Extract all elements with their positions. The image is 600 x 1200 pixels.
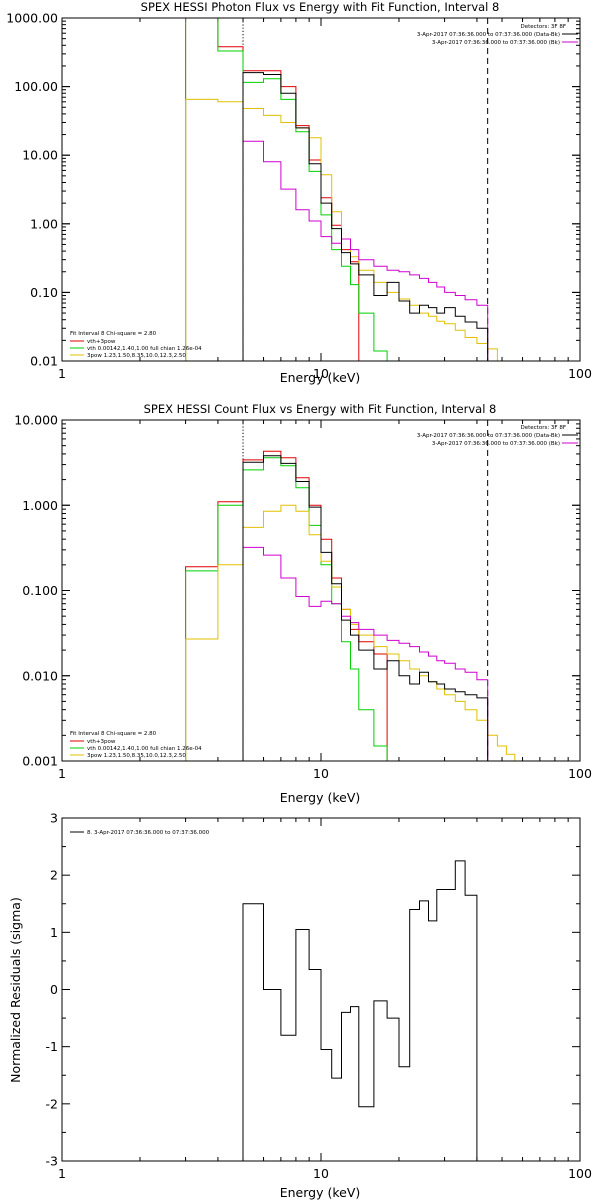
residuals-legend: 8. 3-Apr-2017 07:36:36.000 to 07:37:36.0… <box>87 830 210 836</box>
legend-left-header: Fit Interval 8 Chi-square = 2.80 <box>70 731 157 737</box>
legend-left-vth: vth 0.00142,1.40,1.00 full chian 1.26e-0… <box>87 746 202 752</box>
y-tick-label: 1000.00 <box>6 11 58 26</box>
residuals-xlabel: Energy (keV) <box>280 1185 361 1200</box>
series-0-histogram <box>185 450 388 761</box>
y-tick-label: 0.01 <box>30 354 58 369</box>
legend-right-data-bk: 3-Apr-2017 07:36:36.000 to 07:37:36.000 … <box>417 32 560 38</box>
series-2-histogram <box>185 504 527 762</box>
legend-right-detectors: Detectors: 3F 8F <box>520 425 566 431</box>
count-flux-legend-right: Detectors: 3F 8F 3-Apr-2017 07:36:36.000… <box>417 425 578 447</box>
legend-right-detectors: Detectors: 3F 8F <box>520 24 566 30</box>
y-tick-label: -1 <box>46 1039 58 1054</box>
y-tick-label: 100.00 <box>14 79 58 94</box>
y-tick-label: 10.000 <box>14 413 58 428</box>
y-tick-label: 0.001 <box>22 754 58 769</box>
photon-flux-grid: 1 10 100 1000.00 100.00 10.00 1.00 0.10 0.01 <box>6 11 592 382</box>
x-tick-label: 1 <box>58 366 66 381</box>
residuals-frame <box>61 817 581 1162</box>
y-tick-label: 2 <box>50 868 58 883</box>
count-flux-marks <box>185 420 527 762</box>
series-1-histogram <box>185 457 388 761</box>
y-tick-label: 0.10 <box>30 285 58 300</box>
series-0-histogram <box>242 860 478 1161</box>
photon-flux-panel: SPEX HESSI Photon Flux vs Energy with Fi… <box>6 0 592 385</box>
photon-flux-frame <box>61 17 581 362</box>
y-tick-label: -2 <box>46 1096 58 1111</box>
y-tick-label: 0 <box>50 982 58 997</box>
y-tick-label: 0.100 <box>22 583 58 598</box>
y-tick-label: 1.000 <box>22 498 58 513</box>
series-4-histogram <box>242 455 489 761</box>
y-tick-label: 0.010 <box>22 668 58 683</box>
photon-flux-marks <box>185 17 515 362</box>
x-tick-label: 1 <box>58 766 66 781</box>
legend-right-data-bk: 3-Apr-2017 07:36:36.000 to 07:37:36.000 … <box>417 433 560 439</box>
count-flux-xlabel: Energy (keV) <box>280 790 361 805</box>
x-tick-label: 10 <box>313 366 329 381</box>
series-3-histogram <box>242 546 489 761</box>
photon-flux-xlabel: Energy (keV) <box>280 370 361 385</box>
series-2-histogram <box>185 98 515 362</box>
x-tick-label: 1 <box>58 1166 66 1181</box>
legend-left-total: vth+3pow <box>87 339 116 345</box>
residuals-ylabel: Normalized Residuals (sigma) <box>8 897 23 1083</box>
series-4-histogram <box>242 72 489 361</box>
legend-left-vth: vth 0.00142,1.40,1.00 full chian 1.26e-0… <box>87 346 202 352</box>
photon-flux-title: SPEX HESSI Photon Flux vs Energy with Fi… <box>141 0 500 14</box>
x-tick-label: 100 <box>568 1166 592 1181</box>
count-flux-frame <box>61 419 581 762</box>
y-tick-label: 1 <box>50 925 58 940</box>
count-flux-title: SPEX HESSI Count Flux vs Energy with Fit… <box>144 402 497 416</box>
y-tick-label: 1.00 <box>30 216 58 231</box>
x-tick-label: 100 <box>568 366 592 381</box>
legend-left-total: vth+3pow <box>87 739 116 745</box>
photon-flux-legend-right: Detectors: 3F 8F 3-Apr-2017 07:36:36.000… <box>417 24 578 46</box>
photon-flux-legend-left: Fit Interval 8 Chi-square = 2.80 vth+3po… <box>70 331 202 359</box>
legend-right-bk: 3-Apr-2017 07:36:36.000 to 07:37:36.000 … <box>432 441 560 447</box>
legend-right-bk: 3-Apr-2017 07:36:36.000 to 07:37:36.000 … <box>432 40 560 46</box>
y-tick-label: -3 <box>46 1154 58 1169</box>
count-flux-panel: SPEX HESSI Count Flux vs Energy with Fit… <box>14 402 592 805</box>
legend-left-bpow: 3pow 1.23,1.50,8.35,10.0,12.3,2.50 <box>87 753 186 759</box>
legend-left-header: Fit Interval 8 Chi-square = 2.80 <box>70 331 157 337</box>
series-0-histogram <box>185 17 360 361</box>
x-tick-label: 10 <box>313 766 329 781</box>
legend-left-bpow: 3pow 1.23,1.50,8.35,10.0,12.3,2.50 <box>87 353 186 359</box>
y-tick-label: 3 <box>50 811 58 826</box>
residuals-marks <box>242 860 478 1161</box>
y-tick-label: 10.00 <box>22 148 58 163</box>
series-3-histogram <box>242 140 489 361</box>
x-tick-label: 100 <box>568 766 592 781</box>
x-tick-label: 10 <box>313 1166 329 1181</box>
count-flux-legend-left: Fit Interval 8 Chi-square = 2.80 vth+3po… <box>70 731 202 759</box>
